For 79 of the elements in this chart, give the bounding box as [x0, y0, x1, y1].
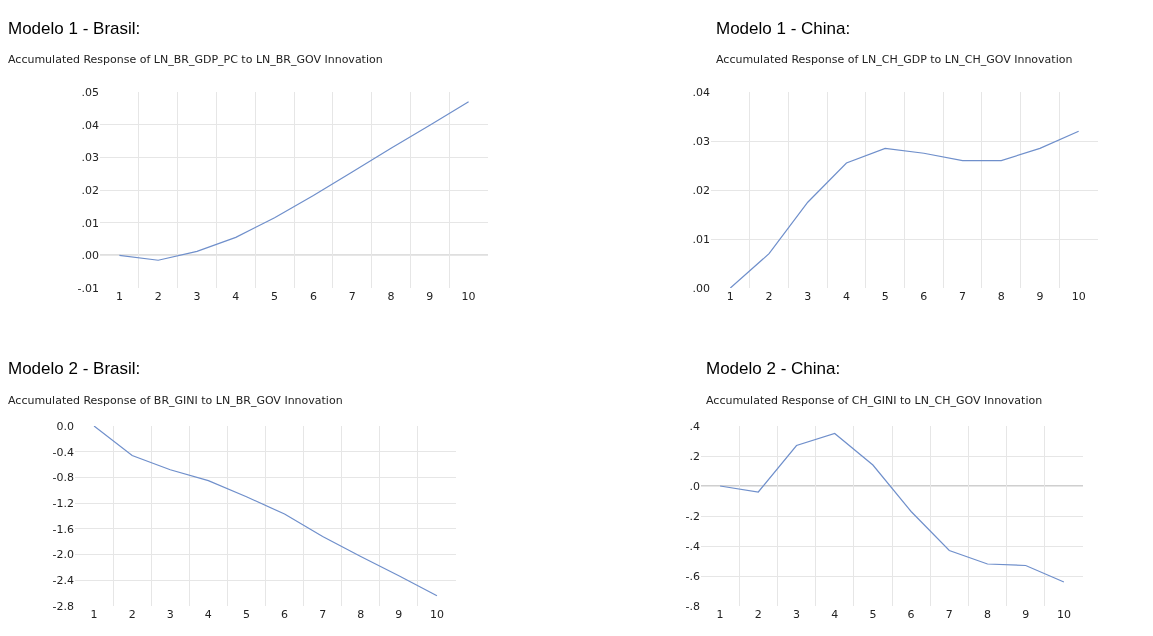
y-tick-label: .03	[692, 134, 710, 148]
x-tick-label: 2	[128, 608, 136, 621]
x-tick-label: 8	[357, 608, 365, 621]
y-tick-label: .01	[81, 216, 99, 230]
x-tick-label: 3	[793, 608, 800, 621]
y-tick-label: -2.8	[52, 599, 74, 613]
x-tick-label: 2	[754, 608, 762, 621]
y-tick-label: .2	[689, 449, 700, 463]
y-tick-label: -2.0	[52, 548, 74, 562]
x-tick-label: 1	[90, 608, 98, 621]
x-tick-label: 6	[920, 290, 928, 303]
y-tick-label: .02	[81, 183, 99, 197]
y-tick-label: .05	[81, 85, 99, 99]
x-tick-label: 3	[166, 608, 174, 621]
y-tick-label: .00	[692, 281, 710, 295]
y-tick-label: -.6	[685, 569, 700, 583]
x-tick-label: 7	[319, 608, 327, 621]
chart-subtitle: Accumulated Response of LN_BR_GDP_PC to LN_BR_GOV Innovation	[8, 53, 383, 67]
line-series	[719, 432, 1065, 583]
x-tick-label: 9	[426, 290, 434, 303]
chart-subtitle: Accumulated Response of CH_GINI to LN_CH_GOV Innovation	[706, 393, 1043, 407]
x-tick-label: 6	[309, 290, 317, 303]
x-tick-label: 5	[881, 290, 889, 303]
y-tick-label: .04	[81, 118, 99, 132]
line-series	[93, 426, 438, 597]
x-tick-label: 6	[281, 608, 289, 621]
x-tick-label: 3	[193, 290, 201, 303]
y-tick-label: -0.8	[52, 471, 74, 485]
chart-subtitle: Accumulated Response of LN_CH_GDP to LN_CH_GOV Innovation	[716, 53, 1073, 67]
x-tick-label: 7	[945, 608, 953, 621]
chart-subtitle: Accumulated Response of BR_GINI to LN_BR_GOV Innovation	[8, 393, 343, 407]
x-tick-label: 1	[726, 290, 734, 303]
x-tick-label: 10	[1056, 608, 1071, 621]
y-tick-label: .4	[689, 419, 700, 433]
y-tick-label: .04	[692, 85, 710, 99]
x-tick-label: 8	[387, 290, 395, 303]
chart-title: Modelo 1 - China:	[716, 19, 851, 39]
x-tick-label: 2	[765, 290, 773, 303]
x-tick-label: 4	[204, 608, 212, 621]
y-tick-label: -.4	[685, 539, 700, 553]
x-tick-label: 9	[395, 608, 403, 621]
y-tick-label: .0	[689, 479, 700, 493]
y-tick-label: -0.4	[52, 445, 74, 459]
x-tick-label: 8	[997, 290, 1005, 303]
x-tick-label: 5	[869, 608, 877, 621]
x-tick-label: 9	[1036, 290, 1044, 303]
chart-title: Modelo 2 - Brasil:	[8, 359, 141, 379]
y-tick-label: 0.0	[56, 419, 74, 433]
x-tick-label: 7	[348, 290, 356, 303]
y-tick-label: .03	[81, 151, 99, 165]
y-tick-label: .01	[692, 232, 710, 246]
x-tick-label: 9	[1022, 608, 1030, 621]
x-tick-label: 10	[429, 608, 444, 621]
y-tick-label: -.8	[685, 599, 700, 613]
line-series	[729, 130, 1080, 288]
line-series	[118, 101, 470, 261]
x-tick-label: 8	[984, 608, 991, 621]
x-tick-label: 4	[831, 608, 839, 621]
y-tick-label: -1.2	[52, 496, 74, 510]
x-tick-label: 3	[804, 290, 812, 303]
y-tick-label: .02	[692, 183, 710, 197]
y-tick-label: -1.6	[52, 522, 74, 536]
x-tick-label: 4	[842, 290, 850, 303]
chart-title: Modelo 2 - China:	[706, 359, 841, 379]
x-tick-label: 7	[959, 290, 967, 303]
y-tick-label: -.01	[77, 281, 99, 295]
x-tick-label: 6	[907, 608, 915, 621]
y-tick-label: -2.4	[52, 574, 74, 588]
x-tick-label: 5	[242, 608, 250, 621]
x-tick-label: 1	[115, 290, 123, 303]
y-tick-label: .00	[81, 249, 99, 263]
x-tick-label: 4	[232, 290, 240, 303]
x-tick-label: 5	[271, 290, 279, 303]
y-tick-label: -.2	[685, 509, 700, 523]
x-tick-label: 2	[154, 290, 162, 303]
chart-title: Modelo 1 - Brasil:	[8, 19, 141, 39]
x-tick-label: 10	[461, 290, 476, 303]
x-tick-label: 1	[716, 608, 724, 621]
x-tick-label: 10	[1071, 290, 1086, 303]
